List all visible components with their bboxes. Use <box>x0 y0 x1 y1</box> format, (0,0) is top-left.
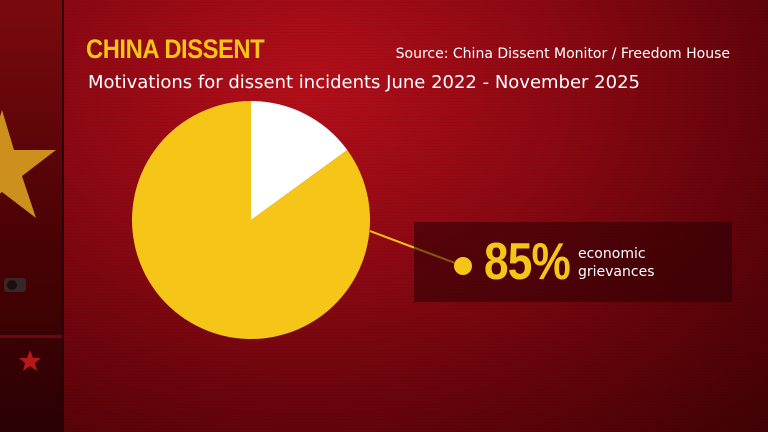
side-image-strip <box>0 0 64 432</box>
small-flag-star-icon <box>19 350 41 371</box>
pie-slice-other <box>251 101 348 220</box>
page-title: CHINA DISSENT <box>86 34 265 64</box>
side-decoration <box>0 110 62 371</box>
callout-value: 85% <box>484 233 571 291</box>
callout-label: economic grievances <box>578 246 655 280</box>
source-credit: Source: China Dissent Monitor / Freedom … <box>395 46 730 62</box>
chart-subtitle: Motivations for dissent incidents June 2… <box>88 72 640 93</box>
pie-slice-economic-grievances <box>131 101 370 339</box>
flag-star-icon <box>0 110 56 218</box>
railing-line <box>0 335 62 338</box>
camera-lens-icon <box>7 280 17 290</box>
